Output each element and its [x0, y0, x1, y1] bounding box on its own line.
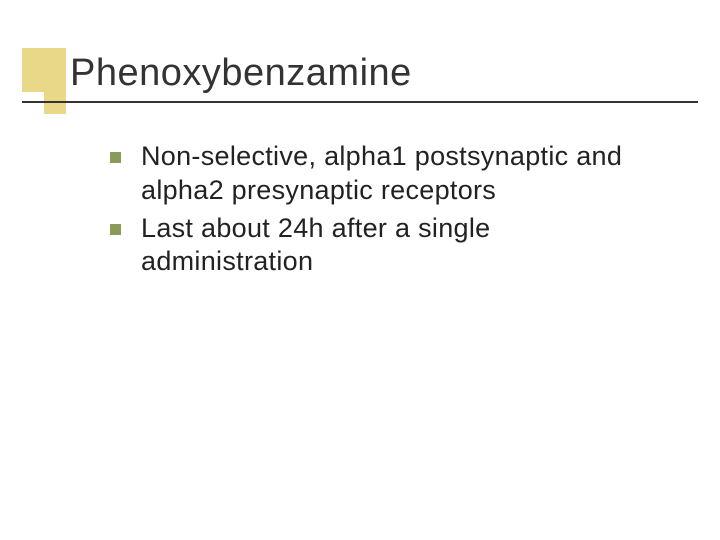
- slide-title: Phenoxybenzamine: [70, 52, 412, 94]
- list-item: Last about 24h after a single administra…: [110, 212, 670, 280]
- accent-box-small: [44, 92, 66, 114]
- bullet-text: Non-selective, alpha1 postsynaptic and a…: [141, 140, 670, 208]
- list-item: Non-selective, alpha1 postsynaptic and a…: [110, 140, 670, 208]
- slide: Phenoxybenzamine Non-selective, alpha1 p…: [0, 0, 720, 540]
- bullet-icon: [110, 152, 121, 163]
- title-underline: [22, 101, 698, 103]
- body-area: Non-selective, alpha1 postsynaptic and a…: [110, 140, 670, 283]
- accent-box-large: [22, 48, 66, 92]
- title-area: Phenoxybenzamine: [70, 52, 412, 95]
- bullet-text: Last about 24h after a single administra…: [141, 212, 670, 280]
- bullet-icon: [110, 224, 121, 235]
